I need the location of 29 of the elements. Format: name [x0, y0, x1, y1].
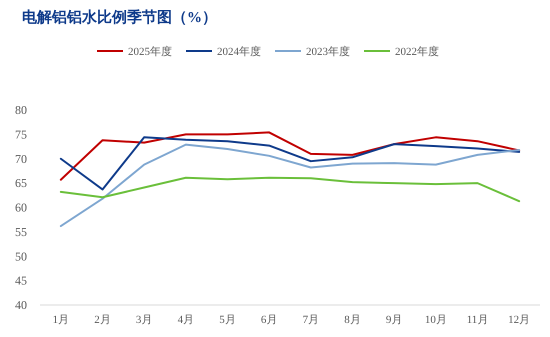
y-tick-label: 50 — [15, 249, 27, 264]
y-tick-label: 65 — [15, 176, 27, 190]
x-tick-label: 12月 — [508, 314, 530, 326]
y-tick-label: 55 — [15, 224, 27, 239]
x-tick-label: 7月 — [302, 314, 320, 326]
x-tick-label: 6月 — [260, 314, 278, 326]
x-tick-label: 2月 — [94, 314, 111, 326]
chart-title: 电解铝铝水比例季节图（%） — [22, 9, 217, 26]
line-series — [60, 136, 520, 190]
x-tick-label: 8月 — [344, 314, 361, 326]
line-series — [60, 144, 520, 228]
y-tick-label: 60 — [15, 200, 27, 214]
legend-label: 2025年度 — [128, 45, 172, 58]
legend-label: 2024年度 — [217, 45, 261, 58]
legend-label: 2023年度 — [306, 45, 350, 58]
legend-label: 2022年度 — [395, 45, 439, 58]
y-tick-label: 70 — [15, 152, 27, 166]
x-tick-label: 1月 — [52, 314, 70, 326]
y-tick-label: 80 — [15, 103, 27, 117]
y-tick-label: 45 — [15, 274, 27, 288]
y-tick-label: 40 — [15, 298, 27, 312]
x-tick-label: 11月 — [466, 314, 488, 326]
x-tick-label: 4月 — [178, 314, 194, 326]
line-series — [60, 176, 520, 202]
x-tick-label: 10月 — [424, 314, 447, 326]
x-tick-label: 9月 — [386, 314, 402, 326]
x-tick-label: 5月 — [219, 314, 236, 326]
x-tick-label: 3月 — [136, 314, 152, 326]
y-tick-label: 75 — [15, 127, 27, 142]
